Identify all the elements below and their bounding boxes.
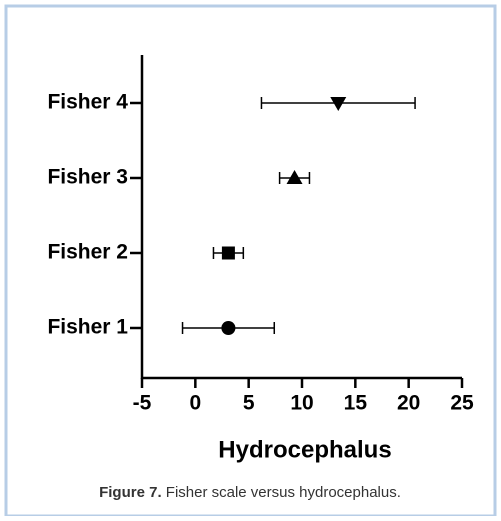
caption-text: Fisher scale versus hydrocephalus. [166, 484, 401, 501]
x-tick-label: 10 [290, 392, 313, 415]
y-tick-label: Fisher 1 [47, 316, 128, 339]
caption-label: Figure 7. [99, 484, 162, 501]
x-tick-label: 25 [450, 392, 474, 415]
frame [4, 4, 497, 518]
marker [286, 170, 303, 184]
x-axis-label: Hydrocephalus [218, 436, 391, 463]
marker [330, 97, 347, 111]
x-tick-label: 5 [243, 392, 255, 415]
x-tick-label: -5 [133, 392, 152, 415]
marker [221, 321, 236, 335]
y-tick-label: Fisher 3 [47, 166, 128, 189]
x-tick-label: 15 [344, 392, 368, 415]
x-tick-label: 0 [189, 392, 201, 415]
y-tick-label: Fisher 4 [47, 91, 128, 114]
x-tick-label: 20 [397, 392, 420, 415]
marker [221, 246, 235, 260]
y-tick-label: Fisher 2 [47, 241, 128, 264]
caption: Figure 7. Fisher scale versus hydrocepha… [99, 484, 401, 501]
